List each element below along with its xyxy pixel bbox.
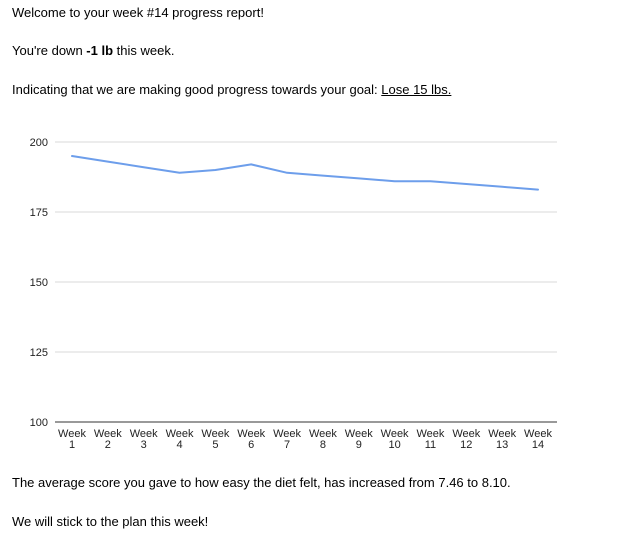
- x-tick-label: Week 13: [488, 428, 516, 451]
- goal-link[interactable]: Lose 15 lbs.: [381, 82, 452, 97]
- closing-message: We will stick to the plan this week!: [12, 514, 209, 529]
- x-tick-label: Week 10: [381, 428, 409, 451]
- y-tick-label: 200: [30, 137, 48, 149]
- goal-progress-prefix: Indicating that we are making good progr…: [12, 82, 382, 97]
- x-tick-label: Week 3: [130, 428, 158, 451]
- x-tick-label: Week 9: [345, 428, 373, 451]
- chart-x-axis: Week 1 Week 2 Week 3 Week 4 Week 5 Week 6 Week 7 Week 8…: [58, 428, 552, 451]
- x-tick-label: Week 8: [309, 428, 337, 451]
- x-tick-label: Week 1: [58, 428, 86, 451]
- x-tick-label: Week 7: [273, 428, 301, 451]
- x-tick-label: Week 5: [201, 428, 229, 451]
- goal-progress-text: Indicating that we are making good progr…: [12, 82, 451, 98]
- y-tick-label: 150: [30, 277, 48, 289]
- x-tick-label: Week 6: [237, 428, 265, 451]
- x-tick-label: Week 12: [452, 428, 480, 451]
- weight-series-line: [71, 155, 539, 191]
- weekly-change-prefix: You're down: [12, 43, 87, 58]
- y-tick-label: 125: [30, 347, 48, 359]
- weekly-change-text: You're down -1 lb this week.: [12, 43, 174, 59]
- y-tick-label: 100: [30, 417, 48, 429]
- weekly-change-value: -1 lb: [86, 43, 114, 58]
- x-tick-label: Week 2: [94, 428, 122, 451]
- x-tick-label: Week 4: [166, 428, 194, 451]
- x-tick-label: Week 11: [417, 428, 445, 451]
- x-tick-label: Week 14: [524, 428, 552, 451]
- weekly-change-suffix: this week.: [113, 43, 175, 58]
- chart-y-axis: 100 125 150 175 200: [30, 137, 48, 429]
- report-greeting: Welcome to your week #14 progress report…: [12, 5, 264, 20]
- ease-score-summary: The average score you gave to how easy t…: [12, 475, 511, 490]
- y-tick-label: 175: [30, 207, 48, 219]
- chart-gridlines: [55, 141, 557, 423]
